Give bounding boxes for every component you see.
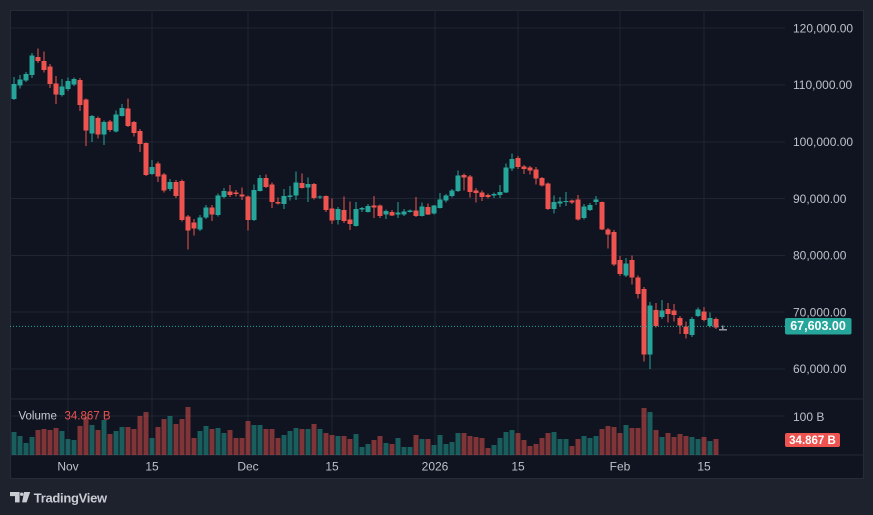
svg-text:34.867 B: 34.867 B <box>789 435 836 447</box>
svg-text:15: 15 <box>325 460 339 474</box>
svg-text:Nov: Nov <box>57 460 78 474</box>
svg-text:34.867 B: 34.867 B <box>65 411 111 423</box>
svg-text:2026: 2026 <box>422 460 449 474</box>
svg-text:80,000.00: 80,000.00 <box>793 249 847 263</box>
svg-text:100 B: 100 B <box>793 410 824 424</box>
svg-text:60,000.00: 60,000.00 <box>793 362 847 376</box>
svg-text:70,000.00: 70,000.00 <box>793 305 847 319</box>
svg-text:67,603.00: 67,603.00 <box>790 319 846 333</box>
svg-text:90,000.00: 90,000.00 <box>793 192 847 206</box>
svg-text:Feb: Feb <box>610 460 631 474</box>
svg-text:TradingView: TradingView <box>34 490 108 505</box>
svg-text:110,000.00: 110,000.00 <box>793 78 852 92</box>
svg-text:Volume: Volume <box>19 411 57 423</box>
svg-text:15: 15 <box>145 460 159 474</box>
svg-text:Dec: Dec <box>237 460 258 474</box>
svg-text:100,000.00: 100,000.00 <box>793 135 853 149</box>
svg-text:15: 15 <box>511 460 525 474</box>
svg-text:120,000.00: 120,000.00 <box>793 21 853 35</box>
svg-text:15: 15 <box>697 460 711 474</box>
